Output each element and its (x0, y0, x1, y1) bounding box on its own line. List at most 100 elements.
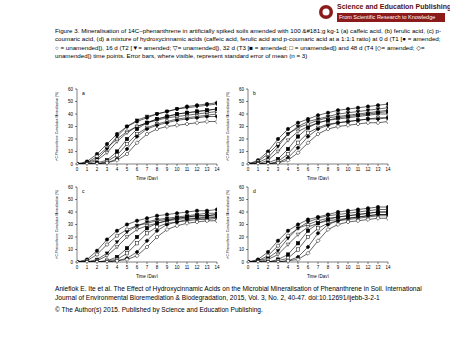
svg-text:3: 3 (277, 265, 280, 270)
svg-text:6: 6 (307, 265, 310, 270)
svg-text:20: 20 (239, 235, 245, 240)
svg-text:14: 14 (385, 265, 391, 270)
svg-text:40: 40 (68, 112, 74, 117)
svg-text:60: 60 (239, 87, 245, 92)
svg-text:¹⁴C-Phenanthrene Cumulative Mi: ¹⁴C-Phenanthrene Cumulative Mineralisati… (226, 190, 230, 259)
svg-text:Time (Day): Time (Day) (136, 176, 159, 180)
svg-text:7: 7 (317, 167, 320, 172)
svg-text:20: 20 (239, 137, 245, 142)
svg-text:60: 60 (68, 87, 74, 92)
svg-text:4: 4 (287, 167, 290, 172)
svg-text:0: 0 (241, 260, 244, 265)
svg-text:60: 60 (239, 185, 245, 190)
svg-text:14: 14 (214, 265, 220, 270)
svg-text:8: 8 (156, 265, 159, 270)
svg-text:4: 4 (116, 265, 119, 270)
svg-text:1: 1 (86, 265, 89, 270)
svg-text:9: 9 (337, 265, 340, 270)
svg-text:1: 1 (86, 167, 89, 172)
svg-text:3: 3 (106, 167, 109, 172)
svg-text:8: 8 (327, 265, 330, 270)
svg-text:30: 30 (239, 124, 245, 129)
svg-text:50: 50 (68, 99, 74, 104)
svg-text:40: 40 (68, 210, 74, 215)
svg-text:10: 10 (68, 247, 74, 252)
svg-text:¹⁴C-Phenanthrene Cumulative Mi: ¹⁴C-Phenanthrene Cumulative Mineralisati… (55, 190, 59, 259)
svg-text:11: 11 (356, 167, 361, 172)
svg-text:5: 5 (126, 265, 129, 270)
svg-text:13: 13 (375, 167, 381, 172)
svg-text:8: 8 (156, 167, 159, 172)
svg-text:0: 0 (70, 162, 73, 167)
svg-text:9: 9 (337, 167, 340, 172)
svg-text:Time (Day): Time (Day) (307, 274, 330, 278)
svg-text:5: 5 (297, 167, 300, 172)
svg-text:10: 10 (345, 265, 351, 270)
svg-text:20: 20 (68, 235, 74, 240)
svg-text:9: 9 (166, 265, 169, 270)
svg-text:14: 14 (214, 167, 220, 172)
svg-text:50: 50 (68, 197, 74, 202)
svg-text:10: 10 (174, 167, 180, 172)
svg-text:60: 60 (68, 185, 74, 190)
svg-text:0: 0 (76, 265, 79, 270)
svg-text:1: 1 (257, 265, 260, 270)
svg-text:8: 8 (327, 167, 330, 172)
svg-text:10: 10 (68, 149, 74, 154)
svg-text:13: 13 (204, 167, 210, 172)
svg-text:11: 11 (356, 265, 361, 270)
svg-text:12: 12 (365, 167, 371, 172)
svg-text:12: 12 (365, 265, 371, 270)
svg-text:¹⁴C-Phenanthrene Cumulative Mi: ¹⁴C-Phenanthrene Cumulative Mineralisati… (55, 92, 59, 161)
svg-text:7: 7 (317, 265, 320, 270)
svg-text:¹⁴C-Phenanthrene Cumulative Mi: ¹⁴C-Phenanthrene Cumulative Mineralisati… (226, 92, 230, 161)
svg-text:0: 0 (247, 265, 250, 270)
svg-text:13: 13 (204, 265, 210, 270)
html-text:From Scientific Research to Kn: From Scientific Research to Knowledge (339, 14, 436, 20)
svg-text:4: 4 (116, 167, 119, 172)
svg-text:10: 10 (345, 167, 351, 172)
svg-text:10: 10 (239, 149, 245, 154)
svg-text:7: 7 (146, 265, 149, 270)
svg-text:7: 7 (146, 167, 149, 172)
svg-text:6: 6 (136, 167, 139, 172)
svg-text:10: 10 (174, 265, 180, 270)
svg-text:2: 2 (267, 265, 270, 270)
svg-text:14: 14 (385, 167, 391, 172)
svg-text:12: 12 (194, 265, 200, 270)
svg-text:30: 30 (68, 222, 74, 227)
html-text:Figure 3. Mineralisation of 14: Figure 3. Mineralisation of 14C–phenanth… (55, 27, 442, 59)
svg-text:6: 6 (307, 167, 310, 172)
svg-text:Time (Day): Time (Day) (136, 274, 159, 278)
svg-text:2: 2 (96, 265, 99, 270)
svg-text:2: 2 (96, 167, 99, 172)
svg-text:0: 0 (70, 260, 73, 265)
svg-text:6: 6 (136, 265, 139, 270)
svg-text:11: 11 (185, 265, 190, 270)
svg-text:40: 40 (239, 112, 245, 117)
svg-text:5: 5 (297, 265, 300, 270)
svg-text:12: 12 (194, 167, 200, 172)
svg-text:50: 50 (239, 99, 245, 104)
svg-text:30: 30 (239, 222, 245, 227)
svg-text:40: 40 (239, 210, 245, 215)
svg-text:30: 30 (68, 124, 74, 129)
svg-text:0: 0 (76, 167, 79, 172)
svg-text:5: 5 (126, 167, 129, 172)
svg-text:2: 2 (267, 167, 270, 172)
svg-text:20: 20 (68, 137, 74, 142)
svg-text:Time (Day): Time (Day) (307, 176, 330, 180)
svg-text:1: 1 (257, 167, 260, 172)
html-text:Aniefiok E. Ite et al. The Eff: Aniefiok E. Ite et al. The Effect of Hyd… (55, 285, 422, 301)
svg-text:13: 13 (375, 265, 381, 270)
svg-text:0: 0 (241, 162, 244, 167)
svg-text:3: 3 (106, 265, 109, 270)
svg-text:0: 0 (247, 167, 250, 172)
svg-text:50: 50 (239, 197, 245, 202)
svg-text:9: 9 (166, 167, 169, 172)
html-text:© The Author(s) 2015. Publishe: © The Author(s) 2015. Published by Scien… (55, 306, 263, 313)
svg-text:4: 4 (287, 265, 290, 270)
svg-text:3: 3 (277, 167, 280, 172)
svg-text:11: 11 (185, 167, 190, 172)
svg-text:10: 10 (239, 247, 245, 252)
